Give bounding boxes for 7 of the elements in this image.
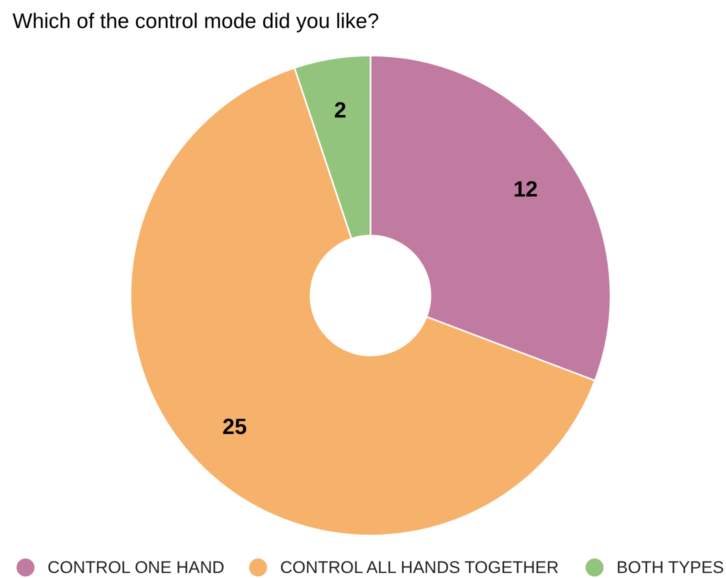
legend-label: BOTH TYPES xyxy=(616,558,724,577)
chart-title: Which of the control mode did you like? xyxy=(12,10,380,33)
data-label: 12 xyxy=(513,176,538,202)
data-label: 2 xyxy=(334,98,346,123)
legend-label: CONTROL ONE HAND xyxy=(48,558,224,577)
data-label: 25 xyxy=(222,414,247,440)
legend-label: CONTROL ALL HANDS TOGETHER xyxy=(280,558,559,577)
